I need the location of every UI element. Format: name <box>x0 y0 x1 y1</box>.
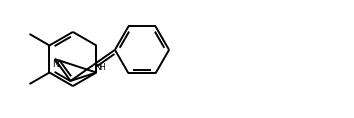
Text: H: H <box>100 63 105 72</box>
Text: N: N <box>52 60 59 69</box>
Text: N: N <box>94 63 101 72</box>
